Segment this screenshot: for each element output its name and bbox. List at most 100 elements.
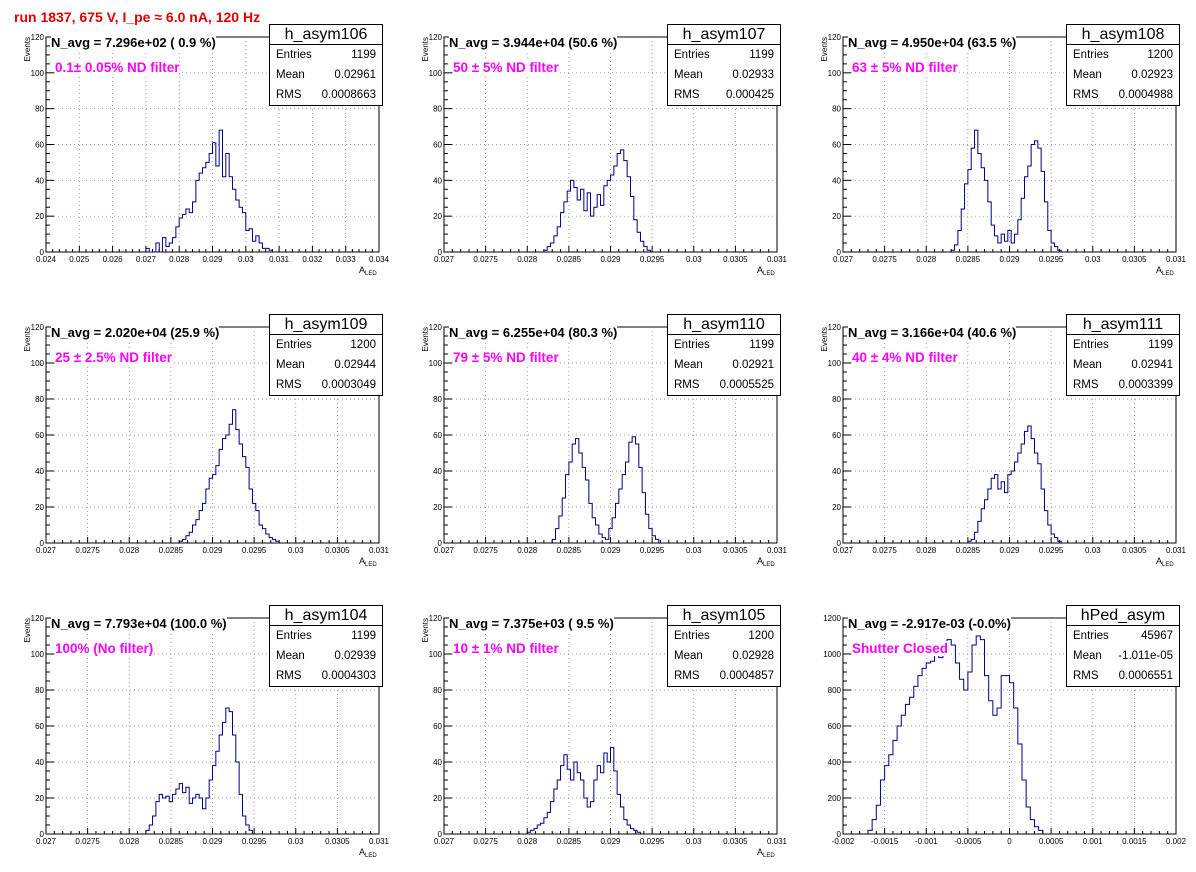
x-tick-label: 0.028: [119, 546, 140, 555]
y-tick-label: 60: [35, 141, 44, 150]
x-tick-label: 0.0305: [723, 546, 748, 555]
stats-label: RMS: [1073, 89, 1099, 101]
x-tick-label: 0.031: [1166, 546, 1187, 555]
n-avg-label: N_avg = 3.166e+04 (40.6 %): [848, 325, 1017, 340]
x-tick-label: 0.0005: [1039, 837, 1064, 846]
y-tick-label: 120: [31, 33, 45, 42]
x-tick-label: 0.027: [434, 255, 455, 264]
x-tick-label: 0.027: [36, 546, 57, 555]
y-tick-label: 20: [433, 503, 442, 512]
y-axis-label: Events: [421, 37, 430, 61]
stats-label: Mean: [1073, 359, 1102, 371]
y-tick-label: 0: [837, 539, 842, 548]
y-tick-label: 40: [832, 467, 841, 476]
y-axis-label: Events: [820, 327, 829, 351]
y-axis-label: Events: [23, 618, 32, 642]
stats-rms: RMS 0.0006551: [1067, 666, 1179, 686]
stats-entries: Entries 1199: [668, 335, 780, 355]
n-avg-label: N_avg = 7.296e+02 ( 0.9 %): [51, 35, 216, 50]
stats-label: Mean: [674, 69, 703, 81]
stats-rms: RMS 0.0003049: [270, 375, 382, 395]
n-avg-label: N_avg = 3.944e+04 (50.6 %): [449, 35, 618, 50]
stats-value: 0.0003399: [1118, 379, 1173, 391]
x-tick-label: 0.0295: [640, 255, 665, 264]
filter-annotation: 79 ± 5% ND filter: [453, 350, 559, 365]
x-tick-label: 0.0285: [956, 546, 981, 555]
n-avg-label: N_avg = 7.375e+03 ( 9.5 %): [449, 616, 614, 631]
stats-entries: Entries 1199: [270, 626, 382, 646]
stats-box: hPed_asym Entries 45967 Mean -1.011e-05 RMS 0.…: [1066, 605, 1180, 687]
stats-value: 45967: [1141, 630, 1173, 642]
stats-entries: Entries 1200: [1067, 45, 1179, 65]
x-tick-label: 0.025: [69, 255, 90, 264]
y-tick-label: 80: [433, 395, 442, 404]
stats-rms: RMS 0.0008663: [270, 85, 382, 105]
x-tick-label: 0.0285: [557, 255, 582, 264]
stats-mean: Mean -1.011e-05: [1067, 646, 1179, 666]
x-tick-label: 0.029: [202, 837, 223, 846]
x-tick-label: 0.028: [517, 546, 538, 555]
stats-label: RMS: [1073, 670, 1099, 682]
stats-rms: RMS 0.0004988: [1067, 85, 1179, 105]
x-tick-label: 0.0295: [640, 837, 665, 846]
x-tick-label: 0.027: [136, 255, 157, 264]
y-tick-label: 80: [35, 395, 44, 404]
stats-value: 1200: [1147, 49, 1173, 61]
histogram-series: [145, 129, 273, 253]
histogram-title: h_asym105: [668, 606, 780, 626]
stats-box: h_asym108 Entries 1200 Mean 0.02923 RMS 0.0004…: [1066, 24, 1180, 106]
stats-box: h_asym107 Entries 1199 Mean 0.02933 RMS 0.0004…: [667, 24, 781, 106]
stats-value: 0.02944: [334, 359, 376, 371]
stats-label: Mean: [276, 69, 305, 81]
x-tick-label: 0.0295: [1039, 546, 1064, 555]
y-tick-label: 80: [35, 686, 44, 695]
stats-box: h_asym106 Entries 1199 Mean 0.02961 RMS 0.0008…: [269, 24, 383, 106]
y-tick-label: 20: [832, 212, 841, 221]
x-tick-label: 0.03: [238, 255, 254, 264]
y-tick-label: 80: [35, 105, 44, 114]
y-tick-label: 60: [832, 431, 841, 440]
stats-box: h_asym110 Entries 1199 Mean 0.02921 RMS 0.0005…: [667, 314, 781, 396]
x-tick-label: 0.029: [600, 837, 621, 846]
run-title: run 1837, 675 V, I_pe ≈ 6.0 nA, 120 Hz: [14, 9, 261, 25]
x-tick-label: 0.031: [767, 837, 788, 846]
y-tick-label: 40: [832, 176, 841, 185]
x-tick-label: 0.031: [369, 546, 390, 555]
x-tick-label: 0.0295: [242, 546, 267, 555]
stats-entries: Entries 1200: [270, 335, 382, 355]
y-tick-label: 120: [828, 323, 842, 332]
histogram-title: h_asym108: [1067, 25, 1179, 45]
stats-value: 1199: [749, 49, 774, 61]
filter-annotation: 100% (No filter): [55, 641, 154, 656]
stats-label: RMS: [674, 89, 700, 101]
x-tick-label: 0: [1007, 837, 1012, 846]
x-tick-label: 0.0275: [872, 546, 897, 555]
histogram-title: hPed_asym: [1067, 606, 1179, 626]
stats-value: 0.0004303: [321, 670, 376, 682]
stats-rms: RMS 0.0005525: [668, 375, 780, 395]
y-tick-label: 100: [31, 359, 45, 368]
x-tick-label: 0.03: [686, 255, 702, 264]
x-tick-label: 0.0275: [872, 255, 897, 264]
filter-annotation: 25 ± 2.5% ND filter: [55, 350, 172, 365]
y-tick-label: 60: [433, 431, 442, 440]
x-tick-label: -0.0005: [954, 837, 982, 846]
histogram-title: h_asym110: [668, 315, 780, 335]
y-tick-label: 60: [35, 431, 44, 440]
stats-value: 0.02923: [1131, 69, 1173, 81]
histogram-title: h_asym109: [270, 315, 382, 335]
stats-label: Mean: [276, 650, 305, 662]
stats-value: 0.0008663: [321, 89, 376, 101]
y-tick-label: 40: [35, 758, 44, 767]
y-tick-label: 200: [828, 794, 842, 803]
y-tick-label: 1200: [823, 614, 841, 623]
x-tick-label: 0.0285: [159, 546, 184, 555]
stats-label: Entries: [674, 49, 710, 61]
x-tick-label: 0.032: [302, 255, 323, 264]
x-tick-label: 0.034: [369, 255, 390, 264]
histogram-title: h_asym111: [1067, 315, 1179, 335]
x-tick-label: 0.0275: [75, 837, 100, 846]
x-tick-label: 0.0305: [1122, 255, 1147, 264]
n-avg-label: N_avg = 6.255e+04 (80.3 %): [449, 325, 618, 340]
y-axis-label: Events: [421, 327, 430, 351]
